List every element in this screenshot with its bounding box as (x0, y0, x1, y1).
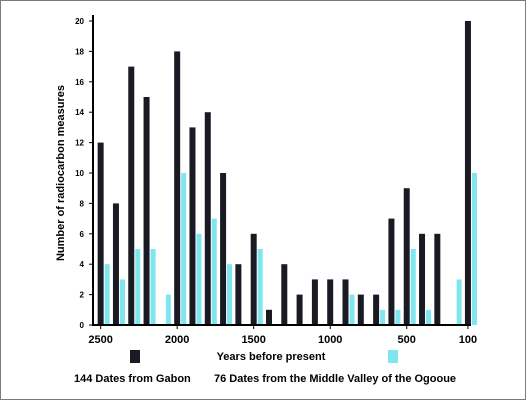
legend-swatch-gabon (130, 350, 140, 363)
x-tick-label: 2000 (165, 334, 189, 346)
bar-gabon (327, 279, 334, 325)
bar-gabon (189, 127, 196, 326)
bar-gabon (419, 233, 426, 325)
y-tick-label: 2 (80, 291, 85, 300)
bar-gabon (112, 203, 119, 325)
bar-gabon (464, 21, 471, 325)
bar-gabon (174, 51, 181, 326)
bar-ogooue (456, 279, 462, 325)
bar-ogooue (135, 249, 141, 325)
bar-ogooue (227, 264, 233, 325)
legend-swatch-ogooue (388, 350, 398, 363)
x-axis-ticks: 2500 2000 1500 1000 500 100 (88, 325, 477, 346)
bar-gabon (97, 142, 104, 325)
bar-ogooue (257, 249, 263, 325)
y-tick-label: 6 (80, 230, 85, 239)
y-axis-title: Number of radiocarbon measures (55, 85, 67, 261)
bar-ogooue (410, 249, 416, 325)
legend: 144 Dates from Gabon 76 Dates from the M… (74, 350, 456, 385)
x-tick-label: 500 (398, 334, 416, 346)
bar-gabon (235, 264, 242, 325)
bar-gabon (296, 294, 303, 325)
x-tick-label: 2500 (88, 334, 112, 346)
x-tick-label: 1500 (241, 334, 265, 346)
bar-ogooue (104, 264, 110, 325)
bar-ogooue (196, 233, 202, 325)
bar-gabon (311, 279, 318, 325)
y-tick-label: 4 (80, 260, 85, 269)
y-tick-label: 12 (75, 139, 84, 148)
bar-gabon (265, 309, 272, 325)
bars-group (97, 21, 477, 326)
bar-ogooue (165, 294, 171, 325)
bar-ogooue (119, 279, 125, 325)
bar-gabon (357, 294, 364, 325)
y-tick-label: 14 (75, 108, 84, 117)
x-tick-label: 1000 (318, 334, 342, 346)
bar-ogooue (471, 173, 477, 325)
bar-gabon (220, 173, 227, 325)
bar-gabon (281, 264, 288, 325)
bar-ogooue (211, 218, 217, 325)
y-tick-label: 0 (80, 321, 85, 330)
bar-gabon (128, 66, 135, 325)
y-tick-label: 20 (75, 17, 84, 26)
bar-gabon (204, 112, 211, 325)
legend-label-gabon: 144 Dates from Gabon (74, 373, 191, 385)
y-tick-label: 10 (75, 169, 84, 178)
bar-ogooue (395, 309, 401, 325)
y-axis-ticks: 0 2 4 6 8 10 12 14 16 18 20 (75, 17, 93, 330)
x-axis-title: Years before present (217, 351, 326, 363)
bar-ogooue (150, 249, 156, 325)
x-tick-label: 100 (459, 334, 477, 346)
bar-gabon (403, 188, 410, 325)
bar-gabon (388, 218, 395, 325)
y-tick-label: 18 (75, 47, 84, 56)
y-tick-label: 8 (80, 199, 85, 208)
bar-gabon (373, 294, 380, 325)
bar-ogooue (380, 309, 386, 325)
bar-ogooue (349, 294, 355, 325)
bar-gabon (250, 233, 257, 325)
bar-ogooue (181, 173, 187, 325)
bar-ogooue (426, 309, 432, 325)
legend-label-ogooue: 76 Dates from the Middle Valley of the O… (214, 373, 456, 385)
bar-gabon (143, 97, 150, 325)
bar-gabon (434, 233, 441, 325)
y-tick-label: 16 (75, 78, 84, 87)
bar-gabon (342, 279, 349, 325)
